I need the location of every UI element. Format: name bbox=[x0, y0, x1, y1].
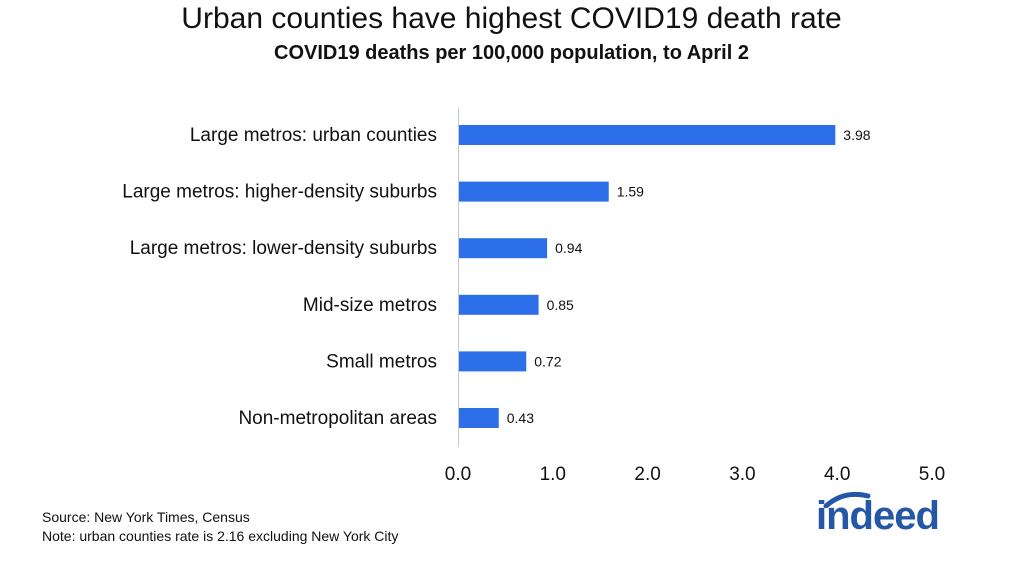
bar bbox=[459, 181, 609, 202]
logo-arc-icon bbox=[823, 491, 871, 508]
indeed-logo: indeed bbox=[808, 488, 958, 538]
value-label: 0.94 bbox=[555, 240, 582, 256]
x-tick-label: 2.0 bbox=[634, 464, 660, 485]
bar bbox=[459, 351, 527, 372]
value-label: 3.98 bbox=[843, 127, 870, 143]
category-label: Large metros: lower-density suburbs bbox=[130, 238, 437, 259]
value-label: 1.59 bbox=[617, 184, 644, 200]
category-label: Non-metropolitan areas bbox=[238, 408, 437, 429]
source-note: Source: New York Times, Census bbox=[42, 509, 250, 525]
x-tick-label: 5.0 bbox=[919, 464, 945, 485]
category-label: Mid-size metros bbox=[303, 295, 437, 316]
x-tick-label: 4.0 bbox=[824, 464, 850, 485]
category-label: Large metros: higher-density suburbs bbox=[122, 182, 437, 203]
x-tick-label: 1.0 bbox=[540, 464, 566, 485]
chart-title: Urban counties have highest COVID19 deat… bbox=[181, 2, 842, 35]
bar bbox=[459, 294, 539, 315]
x-tick-label: 3.0 bbox=[729, 464, 755, 485]
bars-layer: Large metros: urban counties 3.98 Large me… bbox=[122, 108, 945, 485]
x-tick-label: 0.0 bbox=[445, 464, 471, 485]
category-label: Small metros bbox=[326, 351, 437, 372]
bar bbox=[459, 408, 499, 428]
category-label: Large metros: urban counties bbox=[190, 125, 437, 146]
value-label: 0.72 bbox=[534, 353, 561, 369]
logo-text: indeed bbox=[816, 494, 940, 538]
value-label: 0.43 bbox=[507, 410, 534, 426]
value-label: 0.85 bbox=[547, 297, 574, 313]
bar bbox=[459, 238, 548, 259]
footnote: Note: urban counties rate is 2.16 exclud… bbox=[42, 528, 399, 544]
bar bbox=[459, 125, 836, 145]
chart-subtitle: COVID19 deaths per 100,000 population, t… bbox=[274, 42, 749, 64]
